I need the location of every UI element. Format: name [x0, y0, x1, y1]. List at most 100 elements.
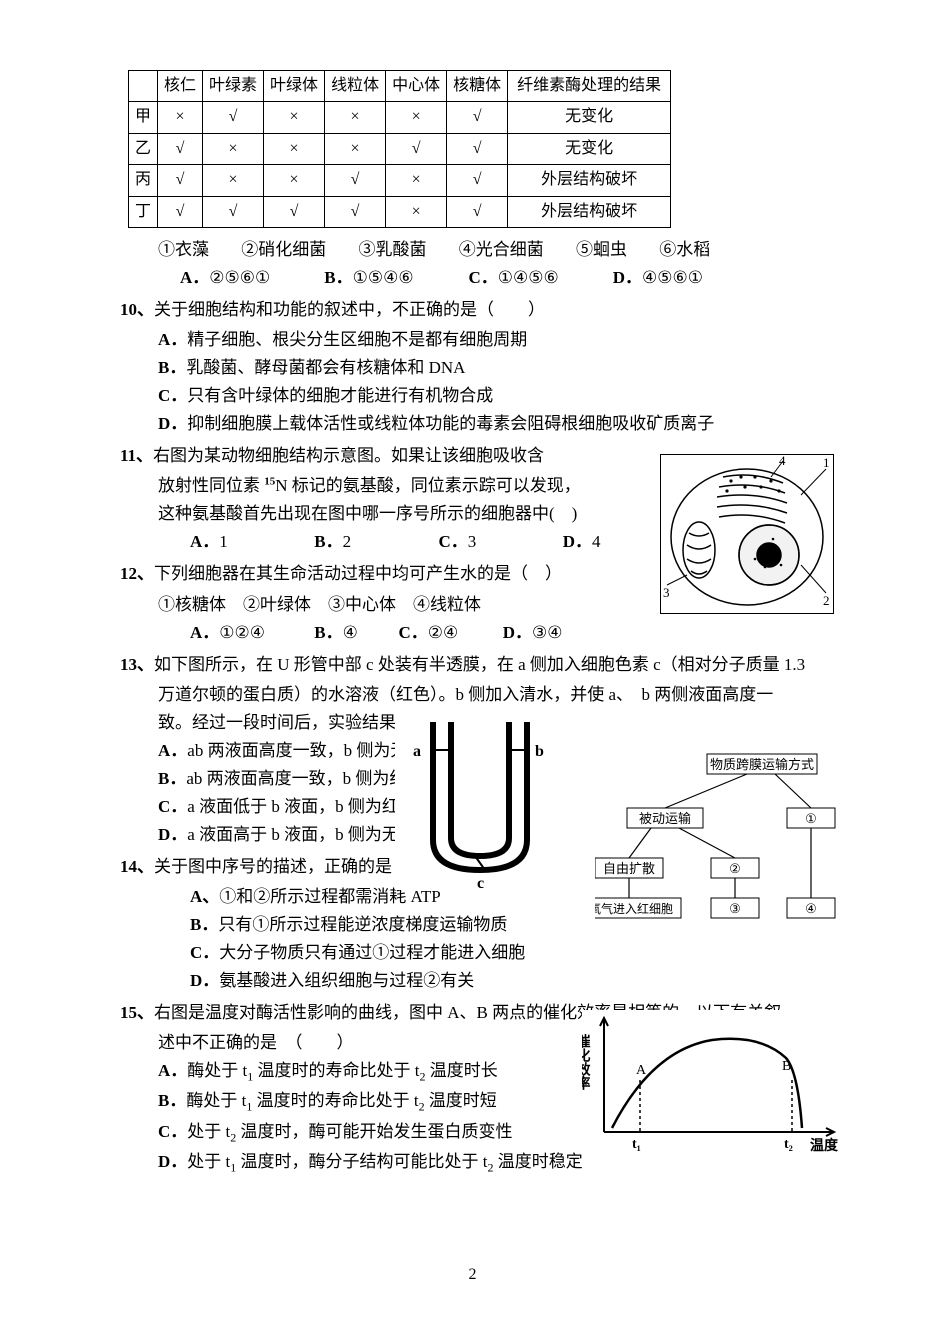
opt-text: 大分子物质只有通过①过程才能进入细胞: [219, 943, 525, 962]
opt-text: a 液面高于 b 液面，b 侧为无色: [187, 825, 416, 844]
opt-label: C．: [158, 1118, 187, 1146]
utube-svg: a b c: [395, 710, 565, 890]
q-stem: 关于细胞结构和功能的叙述中，不正确的是（ ）: [154, 300, 545, 319]
cell: √: [203, 102, 264, 133]
t: 温度时稳定: [494, 1152, 583, 1171]
cell: √: [158, 196, 203, 227]
y-axis-label: 催化效率: [582, 1033, 591, 1091]
option-a: A．精子细胞、根尖分生区细胞不是都有细胞周期: [158, 326, 835, 354]
q10-options: A．精子细胞、根尖分生区细胞不是都有细胞周期 B．乳酸菌、酵母菌都会有核糖体和 …: [158, 326, 835, 438]
cell: ×: [203, 133, 264, 164]
t1-label: t₁: [632, 1137, 641, 1152]
option-b: B．2: [314, 528, 434, 556]
option-c: C．只有含叶绿体的细胞才能进行有机物合成: [158, 382, 835, 410]
opt-label: D．: [190, 967, 219, 995]
opt-text: 精子细胞、根尖分生区细胞不是都有细胞周期: [187, 330, 527, 349]
page: 核仁 叶绿素 叶绿体 线粒体 中心体 核糖体 纤维素酶处理的结果 甲 × √ ×…: [0, 0, 945, 1336]
q11-cell-figure: 1 2 3 4: [660, 454, 834, 614]
box-2: ②: [729, 861, 741, 876]
opt-label: B．: [314, 528, 342, 556]
species-list: ①衣藻 ②硝化细菌 ③乳酸菌 ④光合细菌 ⑤蛔虫 ⑥水稻: [158, 236, 835, 264]
option-d: D．③④: [503, 619, 623, 647]
q-num: 14、: [120, 857, 154, 876]
text: 放射性同位素: [158, 476, 264, 495]
opt-text: 2: [343, 532, 352, 551]
box-free-diffusion: 自由扩散: [603, 861, 655, 876]
th-chloroplast: 叶绿体: [264, 71, 325, 102]
label-a: a: [413, 743, 421, 760]
q-num: 11、: [120, 446, 153, 465]
opt-label: A．: [180, 264, 209, 292]
opt-label: C．: [469, 264, 498, 292]
th-result: 纤维素酶处理的结果: [508, 71, 671, 102]
opt-text: 3: [468, 532, 477, 551]
q14-transport-figure: 物质跨膜运输方式 被动运输 ① 自由扩散 ② 氧气进入红细胞 ③ ④: [595, 752, 843, 934]
opt-label: B．: [158, 1087, 186, 1115]
q13-utube-figure: a b c: [395, 710, 565, 890]
species-item: ①衣藻: [158, 236, 209, 264]
cell: ×: [386, 196, 447, 227]
opt-text: 只有含叶绿体的细胞才能进行有机物合成: [187, 386, 493, 405]
cell: 丙: [129, 165, 158, 196]
opt-text: a 液面低于 b 液面，b 侧为红色: [187, 797, 416, 816]
opt-text: 1: [219, 532, 228, 551]
opt-label: A．: [190, 528, 219, 556]
box-3: ③: [729, 901, 741, 916]
cell: ×: [325, 133, 386, 164]
cell: √: [447, 165, 508, 196]
cell: 无变化: [508, 102, 671, 133]
x-axis-label: 温度: [810, 1137, 839, 1154]
cell: √: [158, 133, 203, 164]
cell: √: [386, 133, 447, 164]
opt-label: A．: [158, 1057, 187, 1085]
q-num: 13、: [120, 655, 154, 674]
organelle-table: 核仁 叶绿素 叶绿体 线粒体 中心体 核糖体 纤维素酶处理的结果 甲 × √ ×…: [128, 70, 671, 228]
cell: 外层结构破坏: [508, 165, 671, 196]
opt-label: A、: [190, 883, 219, 911]
cell: √: [158, 165, 203, 196]
q-stem: 下列细胞器在其生命活动过程中均可产生水的是（ ）: [154, 564, 562, 583]
question-13: 13、如下图所示，在 U 形管中部 c 处装有半透膜，在 a 侧加入细胞色素 c…: [120, 651, 835, 679]
enzyme-curve-svg: 催化效率 温度 A B t₁ t₂: [582, 1010, 844, 1160]
species-item: ④光合细菌: [459, 236, 544, 264]
opt-text: ①④⑤⑥: [498, 268, 559, 287]
cell: ×: [325, 102, 386, 133]
species-item: ⑥水稻: [659, 236, 710, 264]
th-nucleolus: 核仁: [158, 71, 203, 102]
option-a: A．②⑤⑥①: [180, 264, 320, 292]
opt-text: ab 两液面高度一致，b 侧为无色: [187, 741, 424, 760]
t: 温度时的寿命比处于 t: [252, 1091, 418, 1110]
cell: 无变化: [508, 133, 671, 164]
point-b: B: [782, 1059, 791, 1074]
label-4: 4: [779, 455, 786, 468]
cell: ×: [264, 165, 325, 196]
transport-svg: 物质跨膜运输方式 被动运输 ① 自由扩散 ② 氧气进入红细胞 ③ ④: [595, 752, 843, 934]
species-item: ②硝化细菌: [241, 236, 326, 264]
table-body: 甲 × √ × × × √ 无变化 乙 √ × × × √ √ 无变化 丙: [129, 102, 671, 228]
cell: √: [325, 196, 386, 227]
question-10: 10、关于细胞结构和功能的叙述中，不正确的是（ ）: [120, 296, 835, 324]
option-a: A．1: [190, 528, 310, 556]
opt-text: ①②④: [219, 623, 265, 642]
q-stem-line: 右图为某动物细胞结构示意图。如果让该细胞吸收含: [153, 446, 544, 465]
table-question-options: A．②⑤⑥① B．①⑤④⑥ C．①④⑤⑥ D．④⑤⑥①: [180, 264, 835, 292]
box-passive: 被动运输: [639, 811, 691, 826]
cell: ×: [158, 102, 203, 133]
isotope-sup: 15: [264, 476, 275, 488]
opt-text: 抑制细胞膜上载体活性或线粒体功能的毒素会阻碍根细胞吸收矿质离子: [187, 414, 714, 433]
q-num: 15、: [120, 1003, 154, 1022]
table-row: 丙 √ × × √ × √ 外层结构破坏: [129, 165, 671, 196]
cell: 乙: [129, 133, 158, 164]
opt-text: 乳酸菌、酵母菌都会有核糖体和 DNA: [186, 358, 465, 377]
t2-label: t₂: [784, 1137, 793, 1152]
opt-label: C．: [190, 939, 219, 967]
option-a: A．①②④: [190, 619, 310, 647]
opt-label: B．: [158, 765, 186, 793]
opt-label: C．: [439, 528, 468, 556]
opt-label: D．: [158, 410, 187, 438]
opt-label: C．: [158, 382, 187, 410]
cell: ×: [386, 165, 447, 196]
text: N 标记的氨基酸，同位素示踪可以发现，: [275, 476, 581, 495]
table-row: 乙 √ × × × √ √ 无变化: [129, 133, 671, 164]
opt-text: ab 两液面高度一致，b 侧为红色: [186, 769, 423, 788]
